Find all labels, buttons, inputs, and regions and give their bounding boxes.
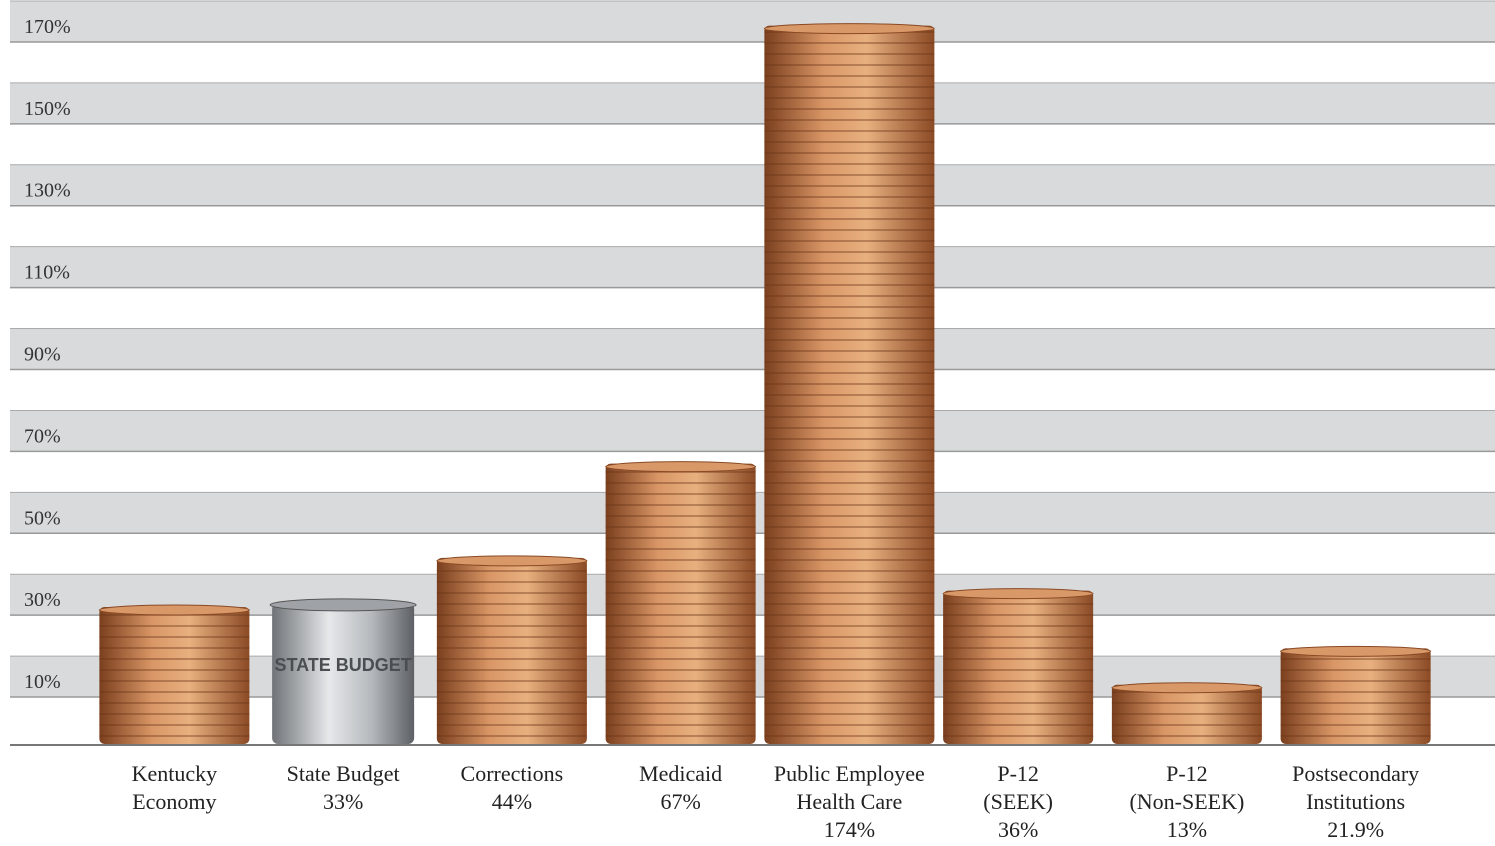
top-coin bbox=[1112, 683, 1262, 693]
grid-band bbox=[10, 83, 1495, 124]
y-tick-label: 70% bbox=[24, 425, 61, 447]
coin-lines bbox=[606, 464, 756, 744]
x-tick-label: P-12 (Non-SEEK) bbox=[1092, 760, 1282, 816]
grid-band bbox=[10, 1, 1495, 42]
coin-lines bbox=[764, 26, 934, 744]
coin-lines bbox=[943, 591, 1093, 744]
y-tick-label: 30% bbox=[24, 589, 61, 611]
value-label: 36% bbox=[923, 816, 1113, 844]
top-coin bbox=[99, 605, 249, 615]
grid-band bbox=[10, 165, 1495, 206]
value-label: 13% bbox=[1092, 816, 1282, 844]
bucket-rim bbox=[270, 599, 416, 611]
y-tick-label: 110% bbox=[24, 262, 70, 284]
x-tick-label: Postsecondary Institutions bbox=[1261, 760, 1451, 816]
x-tick-label: State Budget bbox=[248, 760, 438, 788]
value-label: 67% bbox=[586, 788, 776, 816]
x-tick-label: Corrections bbox=[417, 760, 607, 788]
x-tick-label: P-12 (SEEK) bbox=[923, 760, 1113, 816]
coin-lines bbox=[99, 607, 249, 744]
y-tick-label: 130% bbox=[24, 180, 71, 202]
annotation: STATE BUDGET bbox=[274, 655, 411, 675]
top-coin bbox=[437, 556, 587, 566]
x-tick-label: Medicaid bbox=[586, 760, 776, 788]
x-tick-label: Public Employee Health Care bbox=[754, 760, 944, 816]
category-label: P-12 (Non-SEEK)13% bbox=[1092, 760, 1282, 844]
top-coin bbox=[1281, 646, 1431, 656]
top-coin bbox=[943, 589, 1093, 599]
y-tick-label: 10% bbox=[24, 671, 61, 693]
value-label: 174% bbox=[754, 816, 944, 844]
coin-lines bbox=[1112, 685, 1262, 744]
category-label: Kentucky Economy bbox=[79, 760, 269, 816]
y-tick-label: 90% bbox=[24, 344, 61, 366]
bars: STATE BUDGET bbox=[99, 24, 1430, 744]
value-label: 21.9% bbox=[1261, 816, 1451, 844]
y-tick-label: 170% bbox=[24, 16, 71, 38]
page: 10% 30% 50% 70% 90% 110% 130% 150% 170% STATE BU… bbox=[0, 0, 1495, 846]
top-coin bbox=[764, 24, 934, 34]
value-label: 44% bbox=[417, 788, 607, 816]
y-tick-label: 50% bbox=[24, 507, 61, 529]
category-label: P-12 (SEEK)36% bbox=[923, 760, 1113, 844]
x-tick-label: Kentucky Economy bbox=[79, 760, 269, 816]
grid-band bbox=[10, 410, 1495, 451]
coin-lines bbox=[437, 558, 587, 744]
value-label: 33% bbox=[248, 788, 438, 816]
coin-lines bbox=[1281, 648, 1431, 744]
chart: 10% 30% 50% 70% 90% 110% 130% 150% 170% STATE BU… bbox=[0, 0, 1495, 760]
y-tick-label: 150% bbox=[24, 98, 71, 120]
top-coin bbox=[606, 462, 756, 472]
grid-band bbox=[10, 329, 1495, 370]
grid-band bbox=[10, 247, 1495, 288]
